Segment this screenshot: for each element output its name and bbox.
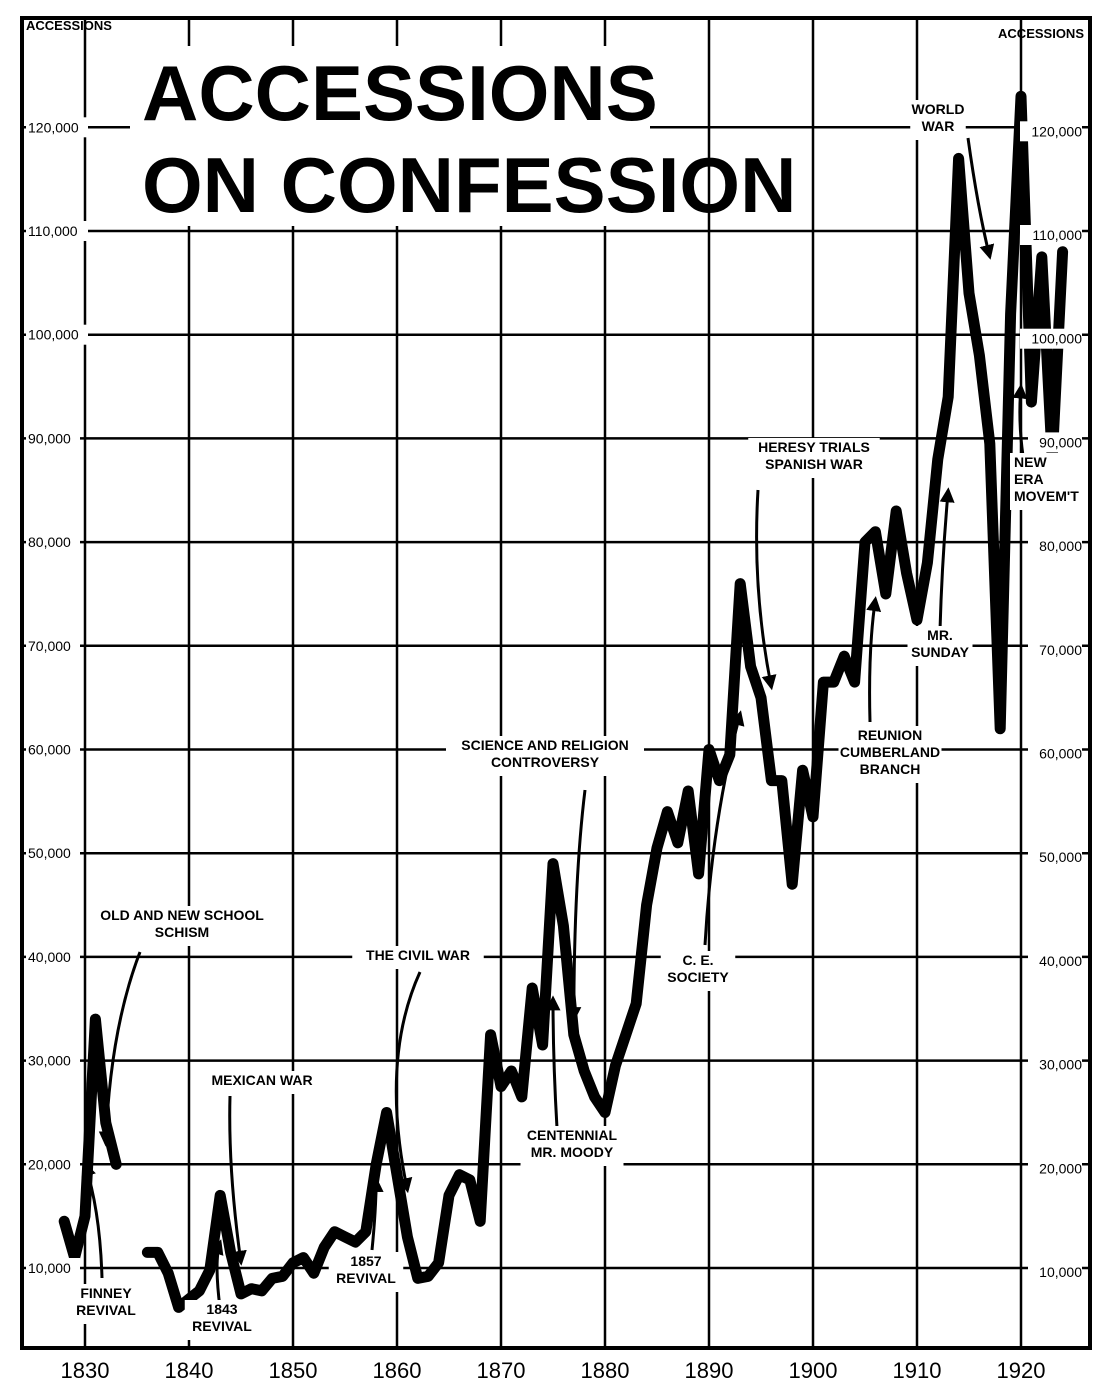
annotation-label: OLD AND NEW SCHOOL bbox=[100, 907, 264, 923]
annotation-label: HERESY TRIALS bbox=[758, 439, 870, 455]
annotation-label: BRANCH bbox=[860, 761, 921, 777]
y-tick-label-left: 60,000 bbox=[28, 742, 71, 758]
annotation-arrow bbox=[866, 596, 882, 723]
annotation-arrow bbox=[755, 489, 777, 691]
annotation-label: ERA bbox=[1014, 471, 1044, 487]
x-tick-label: 1890 bbox=[685, 1358, 734, 1383]
right-axis-corner-label: ACCESSIONS bbox=[998, 26, 1084, 41]
annotation-arrow bbox=[368, 1176, 384, 1251]
x-tick-label: 1920 bbox=[997, 1358, 1046, 1383]
y-tick-label-left: 120,000 bbox=[28, 119, 79, 135]
y-tick-label-left: 70,000 bbox=[28, 638, 71, 654]
y-tick-label-left: 50,000 bbox=[28, 845, 71, 861]
x-tick-label: 1850 bbox=[269, 1358, 318, 1383]
left-axis-corner-label: ACCESSIONS bbox=[26, 18, 112, 33]
annotation-label: SCIENCE AND RELIGION bbox=[461, 737, 629, 753]
annotation-label: C. E. bbox=[682, 952, 713, 968]
plot-frame bbox=[20, 16, 1092, 1350]
annotation-label: SCHISM bbox=[155, 924, 209, 940]
x-tick-label: 1910 bbox=[893, 1358, 942, 1383]
annotation-arrow bbox=[81, 1161, 104, 1279]
x-tick-label: 1860 bbox=[373, 1358, 422, 1383]
annotation-label: THE CIVIL WAR bbox=[366, 947, 470, 963]
y-tick-label-left: 100,000 bbox=[28, 327, 79, 343]
y-tick-label-left: 110,000 bbox=[28, 223, 78, 239]
annotation-arrow bbox=[228, 1095, 247, 1266]
y-tick-label-right: 70,000 bbox=[1039, 642, 1082, 658]
y-tick-label-right: 110,000 bbox=[1032, 227, 1082, 243]
annotation-label: REVIVAL bbox=[336, 1270, 396, 1286]
annotation-arrow bbox=[209, 1239, 224, 1309]
annotation-arrow bbox=[1012, 383, 1028, 457]
ticks-layer: 1830 1840 1850 1860 1870 1880 1890 1900 1910 1920… bbox=[26, 117, 1082, 1386]
y-tick-label-right: 60,000 bbox=[1039, 746, 1082, 762]
annotation-label: MR. bbox=[927, 627, 953, 643]
annotation-label: FINNEY bbox=[80, 1285, 132, 1301]
annotation-arrow bbox=[938, 487, 955, 631]
series-segment-2 bbox=[141, 90, 1069, 1313]
x-tick-label: 1830 bbox=[61, 1358, 110, 1383]
title-block: ACCESSIONS ON CONFESSION bbox=[130, 46, 796, 229]
annotation-label: CONTROVERSY bbox=[491, 754, 600, 770]
chart-title-line-2: ON CONFESSION bbox=[142, 141, 796, 229]
annotation-arrow bbox=[98, 951, 142, 1147]
annotation-arrow bbox=[966, 137, 995, 260]
y-tick-label-left: 90,000 bbox=[28, 430, 71, 446]
chart-title-line-1: ACCESSIONS bbox=[142, 49, 658, 137]
annotation-label: NEW bbox=[1014, 454, 1047, 470]
annotation-label: MEXICAN WAR bbox=[211, 1072, 312, 1088]
y-tick-label-right: 40,000 bbox=[1039, 953, 1082, 969]
y-tick-label-right: 120,000 bbox=[1031, 123, 1082, 139]
y-tick-label-right: 80,000 bbox=[1039, 538, 1082, 554]
annotation-label: REUNION bbox=[858, 727, 923, 743]
y-tick-label-right: 90,000 bbox=[1039, 434, 1082, 450]
y-tick-label-right: 100,000 bbox=[1031, 331, 1082, 347]
annotation-label: REVIVAL bbox=[192, 1318, 252, 1334]
annotation-arrow bbox=[394, 971, 422, 1194]
annotation-arrow bbox=[566, 789, 587, 1023]
annotation-label: SPANISH WAR bbox=[765, 456, 863, 472]
annotation-label: REVIVAL bbox=[76, 1302, 136, 1318]
x-tick-label: 1880 bbox=[581, 1358, 630, 1383]
y-tick-label-right: 10,000 bbox=[1039, 1264, 1082, 1280]
annotation-label: MR. MOODY bbox=[531, 1144, 614, 1160]
annotation-label: SOCIETY bbox=[667, 969, 729, 985]
annotation-label: 1857 bbox=[350, 1253, 381, 1269]
y-tick-label-left: 80,000 bbox=[28, 534, 71, 550]
annotation-label: MOVEM'T bbox=[1014, 488, 1079, 504]
series-layer bbox=[58, 90, 1069, 1313]
annotation-label: 1843 bbox=[206, 1301, 237, 1317]
y-tick-label-left: 40,000 bbox=[28, 949, 71, 965]
x-tick-label: 1900 bbox=[789, 1358, 838, 1383]
x-tick-label: 1840 bbox=[165, 1358, 214, 1383]
x-tick-label: 1870 bbox=[477, 1358, 526, 1383]
annotation-arrow bbox=[545, 995, 561, 1129]
y-tick-label-right: 30,000 bbox=[1039, 1057, 1082, 1073]
y-tick-label-right: 20,000 bbox=[1039, 1160, 1082, 1176]
y-tick-label-left: 30,000 bbox=[28, 1053, 71, 1069]
y-tick-label-right: 50,000 bbox=[1039, 849, 1082, 865]
y-tick-label-left: 10,000 bbox=[28, 1260, 71, 1276]
annotation-label: SUNDAY bbox=[911, 644, 969, 660]
annotation-label: CENTENNIAL bbox=[527, 1127, 618, 1143]
annotation-label: WAR bbox=[922, 118, 955, 134]
annotation-label: CUMBERLAND bbox=[840, 744, 940, 760]
y-tick-label-left: 20,000 bbox=[28, 1156, 71, 1172]
annotation-arrow bbox=[703, 710, 745, 946]
annotation-label: WORLD bbox=[912, 101, 965, 117]
